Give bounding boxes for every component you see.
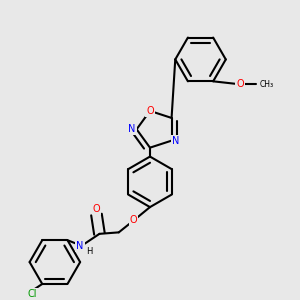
Text: O: O bbox=[236, 79, 244, 89]
Text: H: H bbox=[86, 247, 92, 256]
Text: N: N bbox=[128, 124, 136, 134]
Text: N: N bbox=[76, 241, 84, 251]
Text: N: N bbox=[172, 136, 180, 146]
Text: Cl: Cl bbox=[27, 290, 37, 299]
Text: O: O bbox=[93, 204, 100, 214]
Text: O: O bbox=[146, 106, 154, 116]
Text: O: O bbox=[130, 215, 137, 226]
Text: CH₃: CH₃ bbox=[259, 80, 273, 89]
